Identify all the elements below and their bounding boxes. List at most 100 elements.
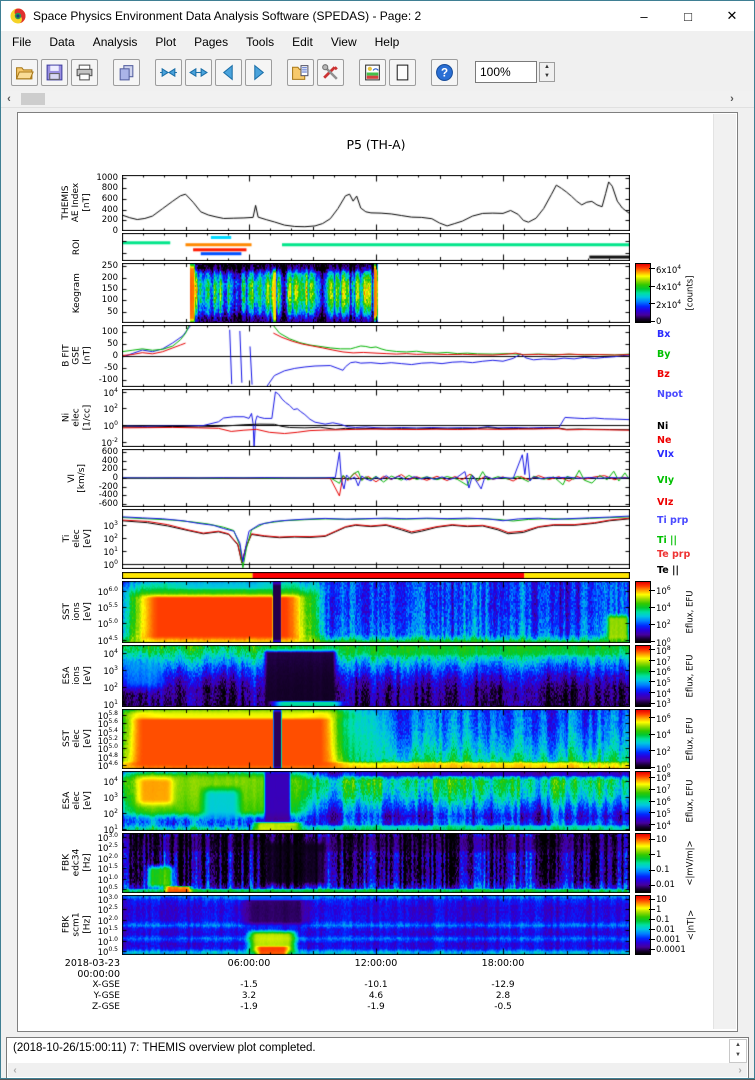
status-scroll-right-icon[interactable]: › xyxy=(738,1064,742,1076)
ytick-bfit-1: 50 xyxy=(107,339,118,350)
colorbar-tick xyxy=(649,649,655,651)
toolbar-buttons: ? xyxy=(11,58,461,86)
status-scroll-up-icon[interactable]: ▲ xyxy=(735,1042,741,1048)
new-page-button[interactable] xyxy=(389,58,416,86)
colorbar-label-fbk-scm1-5: 0.0001 xyxy=(656,944,686,955)
top-horizontal-scrollbar[interactable]: ‹ › xyxy=(1,91,754,108)
menu-help[interactable]: Help xyxy=(374,35,400,49)
panel-bfit-plot xyxy=(122,325,630,387)
status-scroll-left-icon[interactable]: ‹ xyxy=(13,1064,17,1076)
colorbar-esa-ions xyxy=(635,645,651,707)
panel-ae-plot xyxy=(122,175,630,231)
legend-ni-ne: Ne xyxy=(657,435,672,446)
load-data-button[interactable] xyxy=(287,58,314,86)
open-button[interactable] xyxy=(11,58,38,86)
colorbar-label-fbk-scm1-0: 10 xyxy=(656,894,667,905)
zoom-out-x-button[interactable] xyxy=(185,58,212,86)
config-tools-button[interactable] xyxy=(317,58,344,86)
ytick-sst-elec-3: 105.2 xyxy=(97,735,118,747)
colorbar-label-keogram-1: 4x104 xyxy=(656,281,682,294)
panel-ni-plot xyxy=(122,389,630,447)
menu-data[interactable]: Data xyxy=(49,35,75,49)
gse-value: -12.9 xyxy=(491,980,515,990)
legend-ti-te-prp: Te prp xyxy=(657,549,691,560)
colorbar-label-fbk-edc34-1: 1 xyxy=(656,849,662,860)
page-forward-button[interactable] xyxy=(245,58,272,86)
ytick-esa-ions-1: 103 xyxy=(103,665,118,677)
ytick-fbk-scm1-2: 102.0 xyxy=(97,914,118,927)
zoom-level-input[interactable] xyxy=(475,61,537,83)
legend-ni-ni: Ni xyxy=(657,421,669,432)
save-button[interactable] xyxy=(41,58,68,86)
menu-file[interactable]: File xyxy=(12,35,32,49)
menu-edit[interactable]: Edit xyxy=(292,35,313,49)
ytick-vi-6: -600 xyxy=(98,498,118,509)
menu-pages[interactable]: Pages xyxy=(194,35,229,49)
colorbar-tick xyxy=(649,949,655,950)
status-scrollbar-vertical[interactable]: ▲ ▼ xyxy=(729,1039,747,1063)
plot-options-button[interactable] xyxy=(359,58,386,86)
panel-fbk-edc34-plot xyxy=(122,833,630,893)
gse-value: -0.5 xyxy=(494,1002,512,1012)
xtick-label-1: 12:00:00 xyxy=(354,958,398,969)
colorbar-tick xyxy=(649,321,655,322)
blank-page-icon xyxy=(393,63,412,82)
print-button[interactable] xyxy=(71,58,98,86)
colorbar-tick xyxy=(649,670,655,672)
colorbar-unit-sst-ions: Eflux, EFU xyxy=(684,581,698,643)
colorbar-tick xyxy=(649,839,655,841)
gse-value: 3.2 xyxy=(241,991,257,1001)
forward-arrow-icon xyxy=(249,63,268,82)
zoom-in-x-button[interactable] xyxy=(155,58,182,86)
colorbar-unit-fbk-scm1: <|nT|> xyxy=(684,895,698,955)
colorbar-tick xyxy=(649,812,655,814)
ytick-vi-4: -200 xyxy=(98,481,118,492)
spin-down-icon[interactable]: ▼ xyxy=(544,73,550,79)
page-back-button[interactable] xyxy=(215,58,242,86)
window-title: Space Physics Environment Data Analysis … xyxy=(33,9,422,23)
colorbar-tick xyxy=(649,692,655,694)
copy-page-button[interactable] xyxy=(113,58,140,86)
menu-plot[interactable]: Plot xyxy=(155,35,177,49)
legend-ti-ti-: Ti || xyxy=(657,535,677,546)
panel-label-roi: ROI xyxy=(36,233,118,261)
minimize-button[interactable]: – xyxy=(640,8,648,24)
colorbar-label-sst-ions-2: 102 xyxy=(656,619,671,632)
ytick-vi-3: 0 xyxy=(112,473,118,483)
colorbar-unit-text: <|mV/m|> xyxy=(686,840,696,886)
colorbar-tick xyxy=(649,800,655,802)
colorbar-tick xyxy=(649,717,655,719)
help-button[interactable]: ? xyxy=(431,58,458,86)
colorbar-label-sst-elec-2: 102 xyxy=(656,745,671,758)
arrows-outward-icon xyxy=(189,63,208,82)
colorbar-tick xyxy=(649,623,655,625)
ytick-bfit-4: -100 xyxy=(98,374,118,385)
panel-fbk-scm1-plot xyxy=(122,895,630,955)
colorbar-tick xyxy=(649,824,655,826)
colorbar-label-sst-elec-3: 100 xyxy=(656,762,671,775)
close-button[interactable]: ✕ xyxy=(726,8,738,23)
scroll-left-icon[interactable]: ‹ xyxy=(7,93,11,105)
ytick-ae-4: 200 xyxy=(101,215,118,226)
legend-ti-ti-prp: Ti prp xyxy=(657,515,689,526)
colorbar-label-esa-ions-2: 106 xyxy=(656,666,671,679)
status-scrollbar-horizontal[interactable]: ‹ › xyxy=(8,1063,747,1077)
menu-view[interactable]: View xyxy=(330,35,357,49)
gse-value: 2.8 xyxy=(495,991,511,1001)
ytick-sst-elec-5: 104.8 xyxy=(97,751,118,764)
maximize-button[interactable]: □ xyxy=(684,8,692,24)
colorbar-tick xyxy=(649,750,655,752)
ytick-ni-0: 104 xyxy=(103,386,118,399)
colorbar-tick xyxy=(649,660,655,661)
scroll-thumb[interactable] xyxy=(21,93,45,105)
menu-tools[interactable]: Tools xyxy=(246,35,275,49)
ytick-ae-0: 1000 xyxy=(96,172,118,183)
status-scroll-down-icon[interactable]: ▼ xyxy=(735,1052,741,1058)
menu-analysis[interactable]: Analysis xyxy=(92,35,138,49)
scroll-right-icon[interactable]: › xyxy=(730,93,734,105)
page-vertical-scrollbar[interactable] xyxy=(713,114,736,1029)
ytick-fbk-edc34-5: 100.5 xyxy=(97,883,118,896)
panel-sst-ions-plot xyxy=(122,581,630,643)
spin-up-icon[interactable]: ▲ xyxy=(544,64,550,70)
zoom-spinner[interactable]: ▲ ▼ xyxy=(539,62,555,82)
